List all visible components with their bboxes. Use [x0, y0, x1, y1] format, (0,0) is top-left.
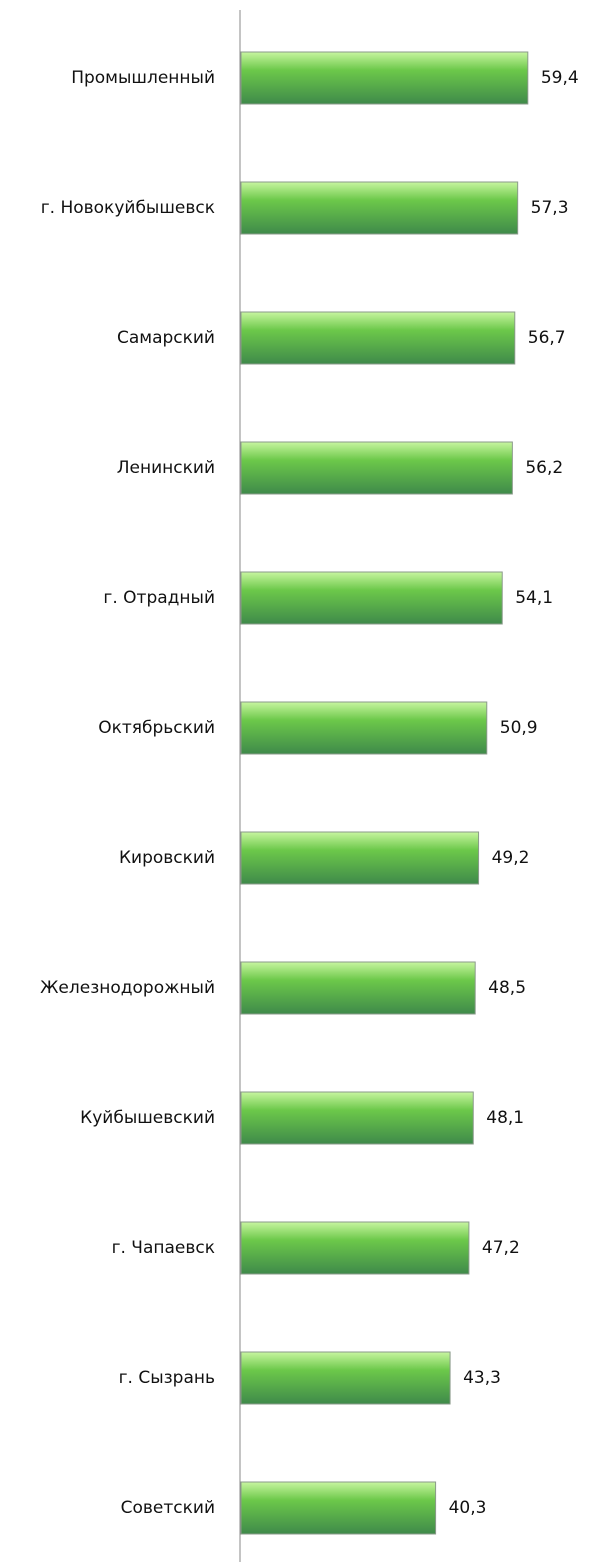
value-label: 54,1 — [515, 588, 553, 608]
bar — [240, 51, 529, 105]
bar — [240, 1481, 437, 1535]
category-label: Октябрьский — [98, 718, 215, 738]
category-label: г. Чапаевск — [112, 1238, 215, 1258]
category-label: г. Отрадный — [103, 588, 215, 608]
category-label: Промышленный — [71, 68, 215, 88]
bar — [240, 441, 513, 495]
category-label: Кировский — [119, 848, 215, 868]
value-label: 48,5 — [488, 978, 526, 998]
bar — [240, 311, 516, 365]
category-label: г. Сызрань — [119, 1368, 215, 1388]
category-label: Железнодорожный — [40, 978, 215, 998]
category-label: Самарский — [117, 328, 215, 348]
value-label: 47,2 — [482, 1238, 520, 1258]
value-label: 59,4 — [541, 68, 579, 88]
bar — [240, 701, 488, 755]
category-label: Советский — [121, 1498, 215, 1518]
value-label: 50,9 — [500, 718, 538, 738]
value-label: 56,7 — [528, 328, 566, 348]
bar — [240, 1091, 474, 1145]
value-label: 49,2 — [492, 848, 530, 868]
bar — [240, 831, 480, 885]
category-label: Куйбышевский — [80, 1108, 215, 1128]
bar — [240, 1351, 451, 1405]
bar — [240, 1221, 470, 1275]
bar — [240, 961, 476, 1015]
value-label: 40,3 — [449, 1498, 487, 1518]
value-label: 56,2 — [525, 458, 563, 478]
category-label: Ленинский — [117, 458, 215, 478]
value-label: 48,1 — [486, 1108, 524, 1128]
category-label: г. Новокуйбышевск — [41, 198, 215, 218]
value-label: 43,3 — [463, 1368, 501, 1388]
bar — [240, 181, 519, 235]
value-label: 57,3 — [531, 198, 569, 218]
bar — [240, 571, 503, 625]
